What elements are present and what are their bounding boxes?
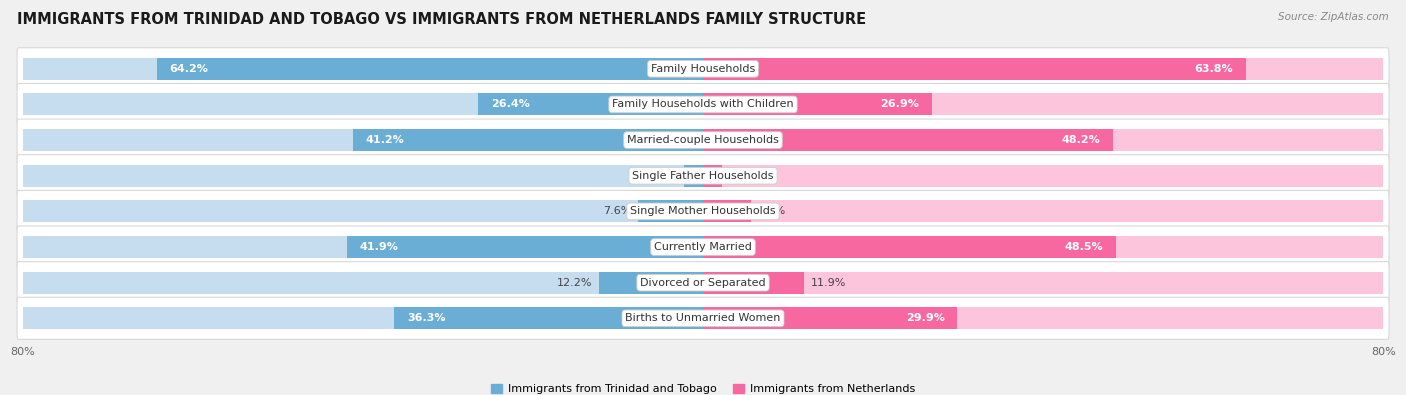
Bar [22, 129, 703, 151]
Text: Source: ZipAtlas.com: Source: ZipAtlas.com [1278, 12, 1389, 22]
Text: 48.2%: 48.2% [1062, 135, 1101, 145]
Text: 48.5%: 48.5% [1064, 242, 1102, 252]
Text: 36.3%: 36.3% [406, 313, 446, 324]
Text: Married-couple Households: Married-couple Households [627, 135, 779, 145]
Bar [703, 58, 1246, 80]
Text: Family Households: Family Households [651, 64, 755, 74]
Bar [703, 93, 932, 115]
Bar [703, 165, 721, 187]
Text: IMMIGRANTS FROM TRINIDAD AND TOBAGO VS IMMIGRANTS FROM NETHERLANDS FAMILY STRUCT: IMMIGRANTS FROM TRINIDAD AND TOBAGO VS I… [17, 12, 866, 27]
Bar [22, 200, 703, 222]
Bar [22, 236, 703, 258]
Bar [703, 200, 1384, 222]
Text: Births to Unmarried Women: Births to Unmarried Women [626, 313, 780, 324]
Bar [22, 272, 703, 294]
Text: 63.8%: 63.8% [1194, 64, 1233, 74]
Bar [347, 236, 703, 258]
Text: 26.4%: 26.4% [491, 100, 530, 109]
Bar [703, 307, 1384, 329]
Bar [703, 58, 1384, 80]
Text: 7.6%: 7.6% [603, 206, 631, 216]
Legend: Immigrants from Trinidad and Tobago, Immigrants from Netherlands: Immigrants from Trinidad and Tobago, Imm… [486, 379, 920, 395]
FancyBboxPatch shape [17, 48, 1389, 90]
Bar [703, 272, 804, 294]
FancyBboxPatch shape [17, 119, 1389, 161]
Bar [22, 58, 703, 80]
Bar [703, 236, 1384, 258]
Text: 41.9%: 41.9% [360, 242, 398, 252]
Text: 12.2%: 12.2% [557, 278, 592, 288]
FancyBboxPatch shape [17, 226, 1389, 268]
Bar [703, 129, 1114, 151]
Text: 5.6%: 5.6% [758, 206, 786, 216]
Bar [703, 272, 1384, 294]
Text: 2.2%: 2.2% [650, 171, 678, 181]
FancyBboxPatch shape [17, 155, 1389, 197]
Bar [703, 129, 1384, 151]
Text: Single Father Households: Single Father Households [633, 171, 773, 181]
Text: 64.2%: 64.2% [170, 64, 208, 74]
Text: 41.2%: 41.2% [366, 135, 404, 145]
Text: 29.9%: 29.9% [905, 313, 945, 324]
FancyBboxPatch shape [17, 190, 1389, 232]
Bar [22, 307, 703, 329]
Bar [703, 165, 1384, 187]
FancyBboxPatch shape [17, 261, 1389, 304]
Text: 26.9%: 26.9% [880, 100, 920, 109]
Text: Currently Married: Currently Married [654, 242, 752, 252]
Bar [703, 200, 751, 222]
Bar [157, 58, 703, 80]
Text: 11.9%: 11.9% [811, 278, 846, 288]
Bar [685, 165, 703, 187]
Text: Single Mother Households: Single Mother Households [630, 206, 776, 216]
FancyBboxPatch shape [17, 83, 1389, 126]
Text: Family Households with Children: Family Households with Children [612, 100, 794, 109]
Bar [353, 129, 703, 151]
Bar [703, 307, 957, 329]
Bar [703, 93, 1384, 115]
Text: 2.2%: 2.2% [728, 171, 756, 181]
Bar [394, 307, 703, 329]
Bar [703, 236, 1115, 258]
Text: Divorced or Separated: Divorced or Separated [640, 278, 766, 288]
FancyBboxPatch shape [17, 297, 1389, 339]
Bar [599, 272, 703, 294]
Bar [638, 200, 703, 222]
Bar [22, 165, 703, 187]
Bar [478, 93, 703, 115]
Bar [22, 93, 703, 115]
